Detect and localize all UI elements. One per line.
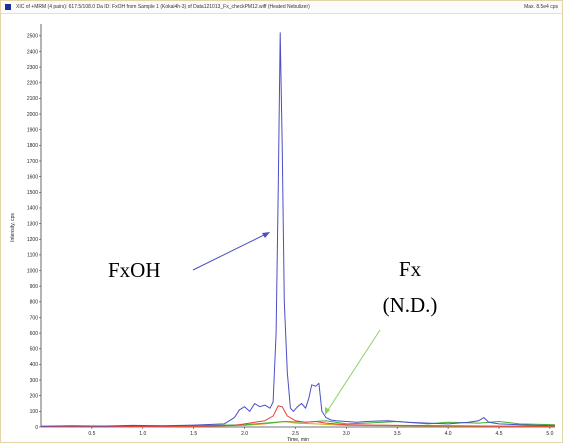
y-tick-label: 900 [30, 284, 39, 290]
max-intensity-label: Max. 8.5e4 cps [524, 4, 558, 10]
x-tick-label: 2.0 [241, 431, 248, 437]
x-tick-label: 4.5 [496, 431, 503, 437]
y-tick-label: 1100 [27, 253, 38, 259]
annotation-fx: Fx [399, 257, 422, 281]
series-layer [40, 32, 556, 428]
fx-arrow-head [325, 407, 330, 415]
y-tick-label: 1800 [27, 143, 38, 149]
y-tick-label: 200 [30, 394, 39, 400]
x-tick-label: 3.0 [343, 431, 350, 437]
x-tick-label: 3.5 [394, 431, 401, 437]
annotation-nd: (N.D.) [383, 293, 438, 317]
y-axis-title: Intensity, cps [10, 213, 16, 242]
annotation-fxoh: FxOH [108, 258, 161, 282]
y-tick-label: 2300 [27, 65, 38, 71]
y-tick-label: 2400 [27, 49, 38, 55]
y-tick-label: 1700 [27, 159, 38, 165]
y-tick-label: 1000 [27, 268, 38, 274]
y-tick-label: 2500 [27, 34, 38, 40]
y-tick-label: 2000 [27, 112, 38, 118]
fxoh-arrow-line [192, 232, 269, 271]
series-line-1 [40, 405, 556, 427]
y-tick-label: 1500 [27, 190, 38, 196]
x-tick-label: 0.5 [88, 431, 95, 437]
series-line-0 [40, 32, 556, 427]
y-tick-label: 0 [35, 425, 38, 431]
title-bar: XIC of +MRM (4 pairs): 617.5/108.0 Da ID… [1, 1, 562, 14]
y-tick-label: 800 [30, 300, 39, 306]
y-tick-label: 1900 [27, 128, 38, 134]
y-tick-label: 1600 [27, 174, 38, 180]
y-tick-label: 600 [30, 331, 39, 337]
x-tick-label: 1.0 [139, 431, 146, 437]
y-tick-label: 1300 [27, 221, 38, 227]
plot-axes: 0 100 200 300 400 500 600 700 800 900 1000 1100 1200… [10, 24, 555, 443]
fx-arrow-line [325, 329, 381, 414]
annotation-layer: FxOH Fx (N.D.) [108, 232, 437, 415]
chromatogram-window-icon [5, 4, 11, 10]
x-tick-label: 5.0 [546, 431, 553, 437]
y-tick-label: 1400 [27, 206, 38, 212]
y-tick-label: 300 [30, 378, 39, 384]
fxoh-arrow-head [262, 232, 270, 238]
x-axis-title: Time, min [287, 437, 309, 443]
y-tick-label: 2100 [27, 96, 38, 102]
y-tick-label: 2200 [27, 81, 38, 87]
y-tick-label: 400 [30, 362, 39, 368]
x-tick-label: 4.0 [445, 431, 452, 437]
window-title: XIC of +MRM (4 pairs): 617.5/108.0 Da ID… [16, 4, 310, 10]
y-tick-label: 100 [30, 409, 39, 415]
y-tick-label: 700 [30, 315, 39, 321]
x-tick-label: 1.5 [190, 431, 197, 437]
x-tick-label: 2.5 [292, 431, 299, 437]
y-tick-label: 500 [30, 347, 39, 353]
y-tick-label: 1200 [27, 237, 38, 243]
